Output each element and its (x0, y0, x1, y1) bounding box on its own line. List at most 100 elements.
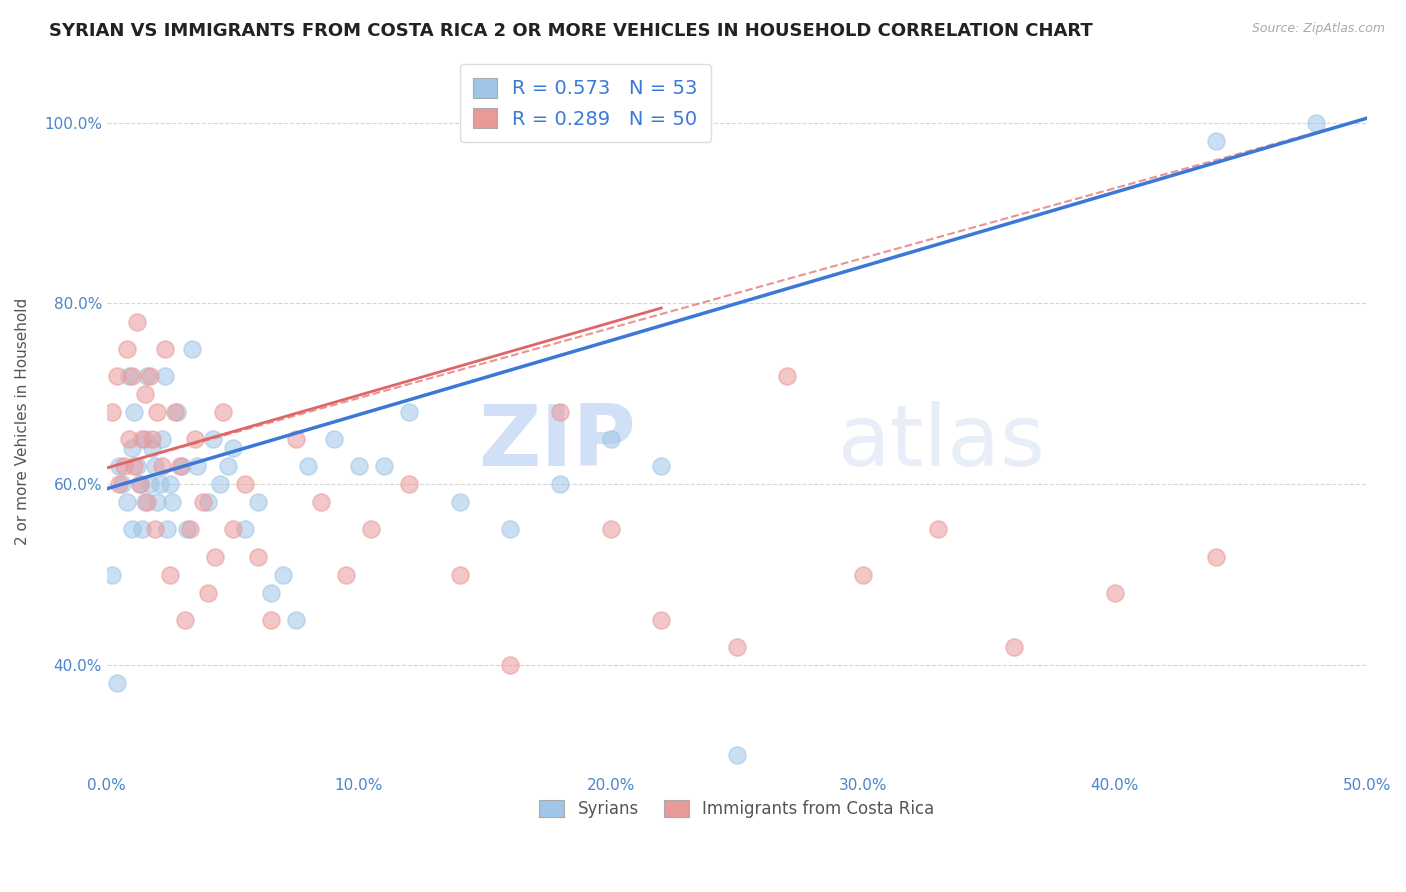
Point (197, 585, 219, 599)
Point (169, 459, 191, 474)
Point (118, 432, 141, 446)
Point (118, 368, 141, 383)
Point (449, 495, 471, 509)
Point (149, 477, 172, 491)
Point (111, 477, 134, 491)
Point (297, 459, 319, 474)
Legend: Syrians, Immigrants from Costa Rica: Syrians, Immigrants from Costa Rica (533, 794, 941, 825)
Point (852, 567, 875, 582)
Point (259, 585, 281, 599)
Point (124, 405, 146, 419)
Point (499, 657, 522, 672)
Point (271, 567, 294, 582)
Point (335, 567, 357, 582)
Point (204, 549, 226, 564)
Point (322, 432, 344, 446)
Point (134, 495, 156, 509)
Point (159, 477, 181, 491)
Point (197, 495, 219, 509)
Text: Source: ZipAtlas.com: Source: ZipAtlas.com (1251, 22, 1385, 36)
Point (115, 495, 138, 509)
Point (166, 405, 188, 419)
Point (108, 477, 131, 491)
Point (309, 495, 332, 509)
Point (150, 459, 173, 474)
Point (108, 459, 131, 474)
Point (136, 368, 159, 383)
Point (186, 459, 208, 474)
Point (131, 523, 153, 537)
Point (136, 495, 159, 509)
Point (101, 567, 124, 582)
Point (150, 432, 173, 446)
Text: SYRIAN VS IMMIGRANTS FROM COSTA RICA 2 OR MORE VEHICLES IN HOUSEHOLD CORRELATION: SYRIAN VS IMMIGRANTS FROM COSTA RICA 2 O… (49, 22, 1092, 40)
Point (725, 640, 748, 654)
Point (209, 477, 232, 491)
Point (153, 342, 176, 356)
Point (105, 368, 128, 383)
Point (121, 368, 143, 383)
Point (124, 459, 146, 474)
Point (163, 405, 186, 419)
Point (184, 432, 207, 446)
Point (776, 368, 799, 383)
Y-axis label: 2 or more Vehicles in Household: 2 or more Vehicles in Household (15, 297, 30, 545)
Point (217, 459, 239, 474)
Point (146, 405, 169, 419)
Point (115, 342, 138, 356)
Point (1205, 549, 1227, 564)
Point (156, 523, 179, 537)
Point (222, 441, 245, 455)
Point (927, 523, 949, 537)
Point (1205, 134, 1227, 148)
Point (143, 459, 166, 474)
Point (134, 432, 156, 446)
Point (121, 523, 143, 537)
Point (128, 477, 150, 491)
Point (550, 477, 572, 491)
Point (347, 459, 370, 474)
Point (101, 405, 124, 419)
Point (259, 613, 281, 627)
Point (176, 523, 198, 537)
Point (284, 432, 307, 446)
Point (143, 523, 166, 537)
Point (360, 523, 382, 537)
Point (550, 405, 572, 419)
Point (398, 405, 420, 419)
Point (138, 368, 160, 383)
Point (138, 477, 160, 491)
Point (146, 495, 169, 509)
Point (246, 495, 269, 509)
Point (211, 405, 233, 419)
Point (201, 432, 224, 446)
Point (159, 567, 181, 582)
Point (134, 387, 156, 401)
Point (125, 314, 148, 328)
Point (1104, 585, 1126, 599)
Point (398, 477, 420, 491)
Point (449, 567, 471, 582)
Point (191, 495, 214, 509)
Point (141, 432, 163, 446)
Point (121, 441, 143, 455)
Point (246, 549, 269, 564)
Point (599, 432, 621, 446)
Point (499, 523, 522, 537)
Text: atlas: atlas (838, 401, 1046, 483)
Text: ZIP: ZIP (478, 401, 636, 483)
Point (172, 459, 194, 474)
Point (181, 342, 204, 356)
Point (1002, 640, 1025, 654)
Point (141, 441, 163, 455)
Point (153, 368, 176, 383)
Point (173, 613, 195, 627)
Point (284, 613, 307, 627)
Point (1305, 116, 1327, 130)
Point (235, 523, 257, 537)
Point (650, 613, 672, 627)
Point (373, 459, 395, 474)
Point (131, 432, 153, 446)
Point (112, 459, 135, 474)
Point (179, 523, 201, 537)
